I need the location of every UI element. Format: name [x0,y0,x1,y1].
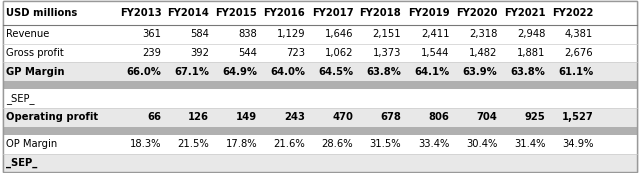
Text: 1,881: 1,881 [517,48,545,58]
Text: FY2013: FY2013 [120,8,161,18]
Text: 2,948: 2,948 [517,29,545,39]
Text: 31.4%: 31.4% [514,139,545,149]
Text: 1,482: 1,482 [469,48,497,58]
Bar [3,62,637,81]
Bar [3,135,637,153]
Text: 18.3%: 18.3% [130,139,161,149]
Text: 17.8%: 17.8% [226,139,257,149]
Text: 21.5%: 21.5% [177,139,209,149]
Text: FY2016: FY2016 [264,8,305,18]
Bar [3,1,637,25]
Text: 2,318: 2,318 [469,29,497,39]
Text: 925: 925 [525,112,545,122]
Text: 64.5%: 64.5% [318,67,353,77]
Text: 243: 243 [284,112,305,122]
Text: 470: 470 [332,112,353,122]
Text: 30.4%: 30.4% [466,139,497,149]
Text: 1,527: 1,527 [561,112,593,122]
Text: 31.5%: 31.5% [370,139,401,149]
Text: 2,411: 2,411 [420,29,449,39]
Text: Operating profit: Operating profit [6,112,99,122]
Text: 544: 544 [239,48,257,58]
Text: _SEP_: _SEP_ [6,93,35,104]
Text: 1,373: 1,373 [373,48,401,58]
Text: 2,151: 2,151 [372,29,401,39]
Text: FY2014: FY2014 [168,8,209,18]
Bar [3,108,637,126]
Bar [3,126,637,135]
Text: FY2019: FY2019 [408,8,449,18]
Text: Gross profit: Gross profit [6,48,64,58]
Text: 126: 126 [188,112,209,122]
Text: 28.6%: 28.6% [322,139,353,149]
Text: Revenue: Revenue [6,29,50,39]
Text: 704: 704 [476,112,497,122]
Text: 806: 806 [428,112,449,122]
Text: 4,381: 4,381 [565,29,593,39]
Text: GP Margin: GP Margin [6,67,65,77]
Text: OP Margin: OP Margin [6,139,58,149]
Text: 64.1%: 64.1% [414,67,449,77]
Text: 1,646: 1,646 [324,29,353,39]
Text: 64.0%: 64.0% [270,67,305,77]
Bar [3,25,637,44]
Text: 239: 239 [142,48,161,58]
Text: 63.8%: 63.8% [511,67,545,77]
Text: 67.1%: 67.1% [174,67,209,77]
Text: 63.8%: 63.8% [367,67,401,77]
Text: 34.9%: 34.9% [562,139,593,149]
Text: 1,544: 1,544 [421,48,449,58]
Bar [3,44,637,62]
Text: 838: 838 [239,29,257,39]
Text: 392: 392 [190,48,209,58]
Text: 149: 149 [236,112,257,122]
Text: 66: 66 [147,112,161,122]
Bar [3,81,637,89]
Bar [3,153,637,172]
Text: 66.0%: 66.0% [127,67,161,77]
Text: 1,062: 1,062 [324,48,353,58]
Text: 584: 584 [191,29,209,39]
Text: FY2022: FY2022 [552,8,593,18]
Text: 2,676: 2,676 [564,48,593,58]
Text: 678: 678 [380,112,401,122]
Text: 64.9%: 64.9% [222,67,257,77]
Text: 723: 723 [286,48,305,58]
Text: FY2021: FY2021 [504,8,545,18]
Text: 63.9%: 63.9% [463,67,497,77]
Text: _SEP_: _SEP_ [6,158,38,168]
Text: 1,129: 1,129 [276,29,305,39]
Text: 61.1%: 61.1% [558,67,593,77]
Text: 361: 361 [142,29,161,39]
Text: USD millions: USD millions [6,8,77,18]
Text: 21.6%: 21.6% [273,139,305,149]
Text: FY2015: FY2015 [216,8,257,18]
Bar [3,89,637,108]
Text: 33.4%: 33.4% [418,139,449,149]
Text: FY2020: FY2020 [456,8,497,18]
Text: FY2018: FY2018 [360,8,401,18]
Text: FY2017: FY2017 [312,8,353,18]
